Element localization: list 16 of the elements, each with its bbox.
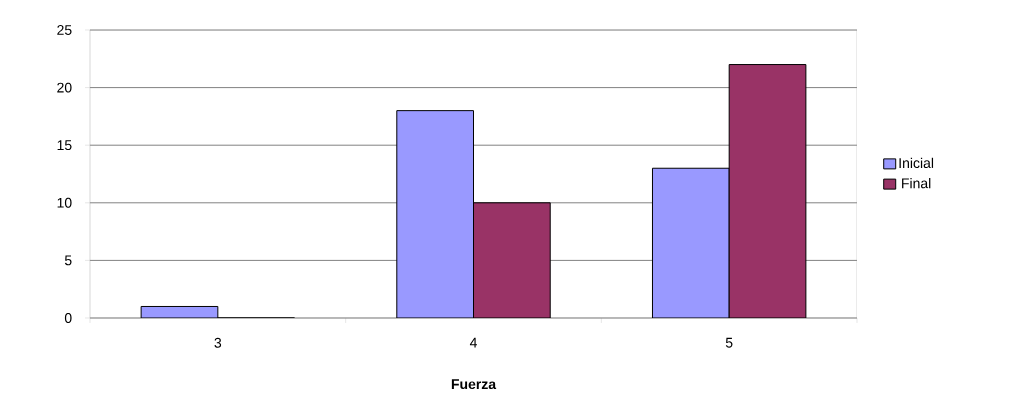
legend-label: Final bbox=[902, 177, 931, 189]
x-axis-title: Fuerza bbox=[451, 379, 497, 390]
y-tick-label: 25 bbox=[57, 25, 72, 35]
y-tick-label: 10 bbox=[57, 197, 72, 208]
y-tick-label: 20 bbox=[57, 82, 72, 93]
y-tick-label: 0 bbox=[64, 313, 72, 323]
legend-label: Inicial bbox=[899, 157, 934, 169]
x-tick-label: 4 bbox=[469, 337, 477, 348]
x-tick-label: 5 bbox=[725, 337, 733, 348]
bar bbox=[651, 167, 730, 318]
y-tick-label: 15 bbox=[57, 140, 72, 151]
x-tick-label: 3 bbox=[214, 337, 222, 348]
bar bbox=[473, 202, 551, 318]
bar bbox=[396, 110, 475, 318]
y-tick-label: 5 bbox=[64, 255, 72, 266]
bar bbox=[728, 64, 807, 318]
